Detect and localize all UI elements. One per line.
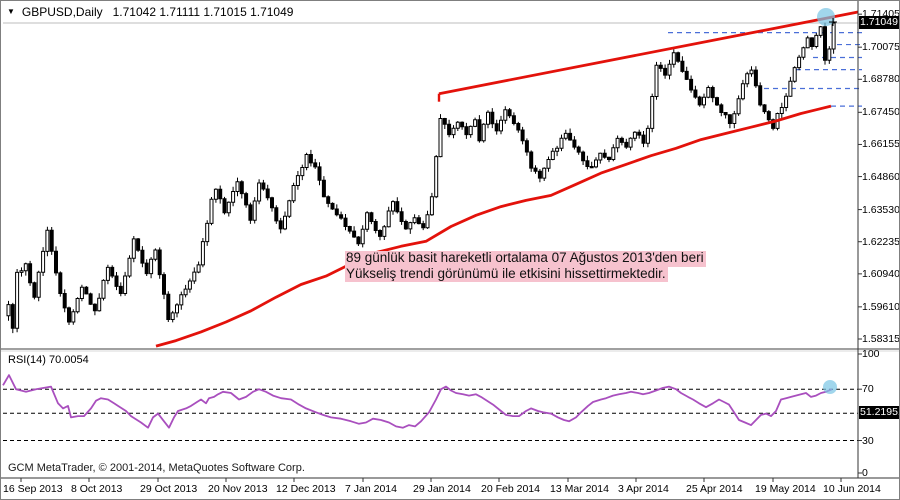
copyright-label: GCM MetaTrader, © 2001-2014, MetaQuotes … — [8, 462, 305, 474]
sma-89-line[interactable] — [155, 104, 832, 348]
price-tick-label: 1.63530 — [862, 204, 900, 216]
annotation-line-1: 89 günlük basit hareketli ortalama 07 Ağ… — [345, 250, 706, 267]
date-tick-label: 29 Oct 2013 — [140, 483, 198, 495]
price-tick-label: 1.58315 — [862, 333, 900, 345]
bullish-candles — [6, 22, 836, 329]
date-tick-label: 3 Apr 2014 — [618, 483, 669, 495]
current-price-tag: 1.71049 — [859, 16, 899, 29]
price-tick-label: 1.59610 — [862, 301, 900, 313]
date-tick-label: 29 Jan 2014 — [413, 483, 471, 495]
annotation-line-2: Yükseliş trendi görünümü ile etkisini hi… — [345, 265, 668, 282]
rsi-line[interactable] — [2, 374, 833, 429]
analysis-annotation[interactable]: 89 günlük basit hareketli ortalama 07 Ağ… — [345, 250, 706, 282]
price-tick-label: 1.62235 — [862, 236, 900, 248]
rsi-value-tag: 51.21951 — [859, 406, 900, 419]
rsi-tick-label: 100 — [862, 348, 880, 360]
rsi-highlight-circle — [823, 380, 837, 394]
date-tick-label: 12 Dec 2013 — [276, 483, 336, 495]
date-tick-label: 16 Sep 2013 — [3, 483, 63, 495]
price-tick-label: 1.67450 — [862, 106, 900, 118]
date-tick-label: 19 May 2014 — [755, 483, 816, 495]
price-tick-label: 1.66155 — [862, 138, 900, 150]
date-tick-label: 20 Nov 2013 — [208, 483, 268, 495]
rsi-tick-label: 30 — [862, 435, 874, 447]
date-tick-label: 13 Mar 2014 — [550, 483, 609, 495]
date-tick-label: 25 Apr 2014 — [686, 483, 743, 495]
candle-wicks — [8, 18, 835, 334]
chart-title-bar: ▼ GBPUSD,Daily 1.71042 1.71111 1.71015 1.7… — [7, 5, 293, 19]
symbol-timeframe-label: GBPUSD,Daily — [21, 5, 103, 19]
rsi-tick-label: 70 — [862, 383, 874, 395]
date-tick-label: 8 Oct 2013 — [71, 483, 123, 495]
upper-trendline[interactable] — [438, 10, 859, 96]
ohlc-quote-label: 1.71042 1.71111 1.71015 1.71049 — [112, 5, 294, 19]
date-tick-label: 10 Jun 2014 — [823, 483, 881, 495]
rsi-indicator-label: RSI(14) 70.0054 — [8, 354, 89, 366]
price-highlight-circle — [817, 8, 835, 26]
bearish-candles — [10, 26, 827, 329]
chevron-down-icon[interactable]: ▼ — [7, 7, 15, 16]
price-tick-label: 1.60940 — [862, 268, 900, 280]
date-tick-label: 20 Feb 2014 — [481, 483, 540, 495]
crosshair-cursor-icon — [829, 18, 837, 26]
price-tick-label: 1.68780 — [862, 73, 900, 85]
date-tick-label: 7 Jan 2014 — [345, 483, 397, 495]
price-tick-label: 1.64860 — [862, 171, 900, 183]
rsi-tick-label: 0 — [862, 467, 868, 479]
price-tick-label: 1.71405 — [862, 8, 900, 20]
price-tick-label: 1.70075 — [862, 41, 900, 53]
